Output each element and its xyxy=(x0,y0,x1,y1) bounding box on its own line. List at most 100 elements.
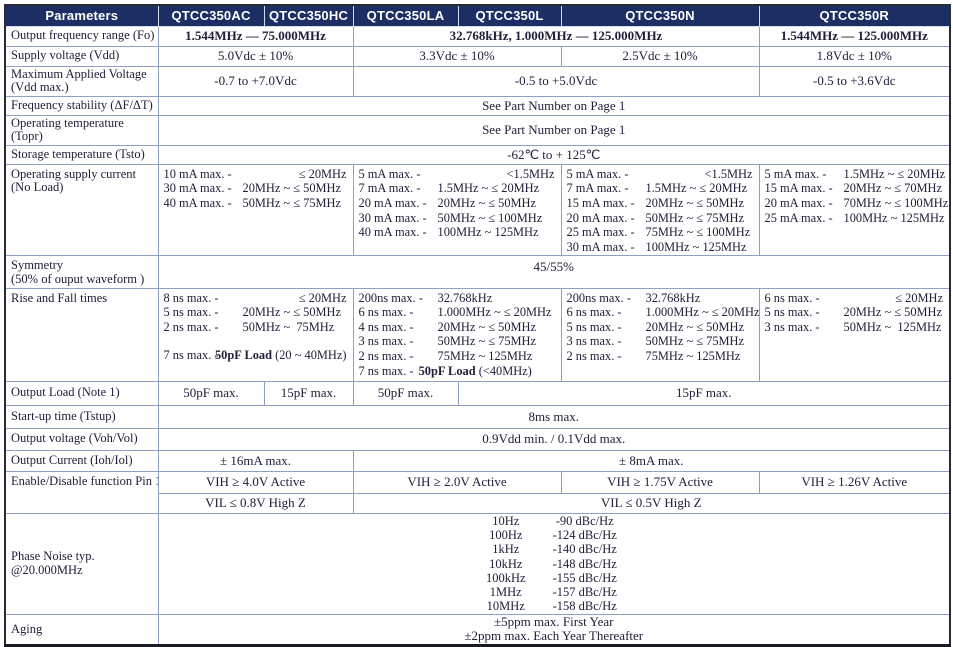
spec-line: 200ns max. -32.768kHz xyxy=(358,290,493,305)
param-label-line: (Vdd max.) xyxy=(11,80,69,95)
cell-current-r: 5 mA max. -1.5MHz ~ ≤ 20MHz 15 mA max. -2… xyxy=(758,163,951,257)
cell-vih-n: VIH ≥ 1.75V Active xyxy=(560,470,760,494)
param-label: Start-up time (Tstup) xyxy=(4,404,159,429)
cell-iout-ac-hc: ± 16mA max. xyxy=(157,449,354,472)
param-label: Symmetry (50% of ouput waveform ) xyxy=(4,255,159,289)
spec-line: 6 ns max. -1.000MHz ~ ≤ 20MHz xyxy=(566,305,759,320)
cell-vmax-r: -0.5 to +3.6Vdc xyxy=(758,65,951,97)
param-label: Output frequency range (Fo) xyxy=(4,25,159,47)
param-label-line: Phase Noise typ. xyxy=(11,549,95,564)
spec-line: 10 mA max. - ≤ 20MHz xyxy=(163,166,347,181)
cell-iout-la-l-n-r: ± 8mA max. xyxy=(352,449,951,472)
spec-line: 1kHz -140 dBc/Hz xyxy=(492,542,617,557)
row-rise-fall-times: Rise and Fall times 8 ns max. - ≤ 20MHz 5 … xyxy=(4,287,951,382)
param-label: Rise and Fall times xyxy=(4,287,159,382)
aging-line: ±5ppm max. First Year xyxy=(494,614,614,629)
param-label: Output Load (Note 1) xyxy=(4,380,159,406)
spec-line: 15 mA max. -20MHz ~ ≤ 50MHz xyxy=(566,196,745,211)
param-label: Output voltage (Voh/Vol) xyxy=(4,427,159,451)
param-label: Aging xyxy=(4,613,159,646)
col-header-qtcc350r: QTCC350R xyxy=(758,4,951,27)
cell-load-hc: 15pF max. xyxy=(263,380,354,406)
param-label: Frequency stability (ΔF/ΔT) xyxy=(4,95,159,116)
spec-line: 40 mA max. -50MHz ~ ≤ 75MHz xyxy=(163,196,342,211)
spec-line: 10kHz -148 dBc/Hz xyxy=(489,556,617,571)
aging-line: ±2ppm max. Each Year Thereafter xyxy=(464,628,644,644)
row-operating-supply-current: Operating supply current (No Load) 10 mA… xyxy=(4,163,951,257)
spec-line: 25 mA max. -100MHz ~ 125MHz xyxy=(764,210,945,225)
row-symmetry: Symmetry (50% of ouput waveform ) 45/55% xyxy=(4,255,951,289)
col-header-qtcc350la: QTCC350LA xyxy=(352,4,459,27)
param-label-line: Operating supply current xyxy=(11,166,136,181)
spec-line: 7 mA max. -1.5MHz ~ ≤ 20MHz xyxy=(358,181,540,196)
spec-line: 8 ns max. - ≤ 20MHz xyxy=(163,290,347,305)
param-label: Operating temperature (Topr) xyxy=(4,114,159,146)
spec-line: 20 mA max. -70MHz ~ ≤ 100MHz xyxy=(764,196,949,211)
spec-line: 30 mA max. -50MHz ~ ≤ 100MHz xyxy=(358,210,543,225)
cell-vih-ac-hc: VIH ≥ 4.0V Active xyxy=(157,470,354,494)
spec-line: 25 mA max. -75MHz ~ ≤ 100MHz xyxy=(566,225,751,240)
cell-current-la-l: 5 mA max. - <1.5MHz 7 mA max. -1.5MHz ~ ≤ … xyxy=(352,163,562,257)
cell-vil-ac-hc: VIL ≤ 0.8V High Z xyxy=(157,492,354,514)
spec-line: 5 ns max. -20MHz ~ ≤ 50MHz xyxy=(764,305,943,320)
param-label: Supply voltage (Vdd) xyxy=(4,45,159,67)
spec-line: 6 ns max. -1.000MHz ~ ≤ 20MHz xyxy=(358,305,552,320)
col-header-parameters: Parameters xyxy=(4,4,159,27)
row-supply-voltage: Supply voltage (Vdd) 5.0Vdc ± 10% 3.3Vdc… xyxy=(4,45,951,67)
col-header-qtcc350n: QTCC350N xyxy=(560,4,760,27)
cell-freq-la-l-n: 32.768kHz, 1.000MHz — 125.000MHz xyxy=(352,25,760,47)
col-header-qtcc350l: QTCC350L xyxy=(457,4,562,27)
spec-line: 3 ns max. -50MHz ~ ≤ 75MHz xyxy=(566,334,745,349)
spec-line: 10MHz -158 dBc/Hz xyxy=(486,599,617,614)
cell-topr-all: See Part Number on Page 1 xyxy=(157,114,951,146)
spec-line: 30 mA max. -20MHz ~ ≤ 50MHz xyxy=(163,181,342,196)
spec-line: 2 ns max. -50MHz ~ 75MHz xyxy=(163,319,335,334)
cell-load-ac: 50pF max. xyxy=(157,380,265,406)
cell-vdd-ac-hc: 5.0Vdc ± 10% xyxy=(157,45,354,67)
row-output-frequency-range: Output frequency range (Fo) 1.544MHz — 7… xyxy=(4,25,951,47)
cell-freq-ac-hc: 1.544MHz — 75.000MHz xyxy=(157,25,354,47)
spec-line: 2 ns max. -75MHz ~ 125MHz xyxy=(358,349,533,363)
cell-load-la: 50pF max. xyxy=(352,380,459,406)
cell-current-n: 5 mA max. - <1.5MHz 7 mA max. -1.5MHz ~ ≤ … xyxy=(560,163,760,257)
row-phase-noise: Phase Noise typ. @20.000MHz 10Hz -90 dBc/… xyxy=(4,512,951,615)
spec-line: 10Hz -90 dBc/Hz xyxy=(492,513,614,528)
row-enable-disable-vih: Enable/Disable function Pin 1 VIH ≥ 4.0V… xyxy=(4,470,951,514)
row-frequency-stability: Frequency stability (ΔF/ΔT) See Part Num… xyxy=(4,95,951,116)
spec-line: 20 mA max. -20MHz ~ ≤ 50MHz xyxy=(358,196,537,211)
param-label: Operating supply current (No Load) xyxy=(4,163,159,257)
row-output-load: Output Load (Note 1) 50pF max. 15pF max.… xyxy=(4,380,951,406)
spec-line: 15 mA max. -20MHz ~ ≤ 70MHz xyxy=(764,181,943,196)
header-row: Parameters QTCC350AC QTCC350HC QTCC350LA… xyxy=(4,4,951,27)
row-output-current: Output Current (Ioh/Iol) ± 16mA max. ± 8… xyxy=(4,449,951,472)
cell-vmax-la-l-n: -0.5 to +5.0Vdc xyxy=(352,65,760,97)
spec-line: 20 mA max. -50MHz ~ ≤ 75MHz xyxy=(566,210,745,225)
cell-symmetry-all: 45/55% xyxy=(157,255,951,289)
row-output-voltage: Output voltage (Voh/Vol) 0.9Vdd min. / 0… xyxy=(4,427,951,451)
param-label: Storage temperature (Tsto) xyxy=(4,144,159,165)
cell-vdd-r: 1.8Vdc ± 10% xyxy=(758,45,951,67)
spec-line: 100kHz -155 dBc/Hz xyxy=(485,570,617,585)
phase-noise-list: 10Hz -90 dBc/Hz 100Hz -124 dBc/Hz 1kHz -140 d… xyxy=(161,513,948,614)
cell-aging-all: ±5ppm max. First Year ±2ppm max. Each Ye… xyxy=(157,613,951,646)
cell-current-ac-hc: 10 mA max. - ≤ 20MHz 30 mA max. -20MHz ~ ≤… xyxy=(157,163,354,257)
spec-line: 3 ns max. -50MHz ~ ≤ 75MHz xyxy=(358,334,537,349)
row-storage-temperature: Storage temperature (Tsto) -62℃ to + 125… xyxy=(4,144,951,165)
cell-risefall-la-l: 200ns max. -32.768kHz 6 ns max. -1.000MHz… xyxy=(352,287,562,382)
cell-tstup-all: 8ms max. xyxy=(157,404,951,429)
spec-line: 30 mA max. -100MHz ~ 125MHz xyxy=(566,239,747,254)
spec-line: 5 mA max. - <1.5MHz xyxy=(566,166,753,181)
spec-line: 7 ns max. -50pF Load (20 ~ 40MHz) xyxy=(163,348,347,363)
spec-table: Parameters QTCC350AC QTCC350HC QTCC350LA… xyxy=(4,4,951,647)
row-max-applied-voltage: Maximum Applied Voltage (Vdd max.) -0.7 … xyxy=(4,65,951,97)
param-label-line: (50% of ouput waveform ) xyxy=(11,272,145,287)
spec-line: 40 mA max. -100MHz ~ 125MHz xyxy=(358,225,539,240)
spec-line: 5 ns max. -20MHz ~ ≤ 50MHz xyxy=(163,305,342,320)
cell-vdd-n: 2.5Vdc ± 10% xyxy=(560,45,760,67)
row-aging: Aging ±5ppm max. First Year ±2ppm max. E… xyxy=(4,613,951,646)
datasheet-page: Parameters QTCC350AC QTCC350HC QTCC350LA… xyxy=(0,4,953,647)
cell-phase-noise-all: 10Hz -90 dBc/Hz 100Hz -124 dBc/Hz 1kHz -140 d… xyxy=(157,512,951,615)
spec-line: 100Hz -124 dBc/Hz xyxy=(489,527,617,542)
cell-vih-r: VIH ≥ 1.26V Active xyxy=(758,470,951,494)
spec-line: 5 mA max. - <1.5MHz xyxy=(358,166,555,181)
